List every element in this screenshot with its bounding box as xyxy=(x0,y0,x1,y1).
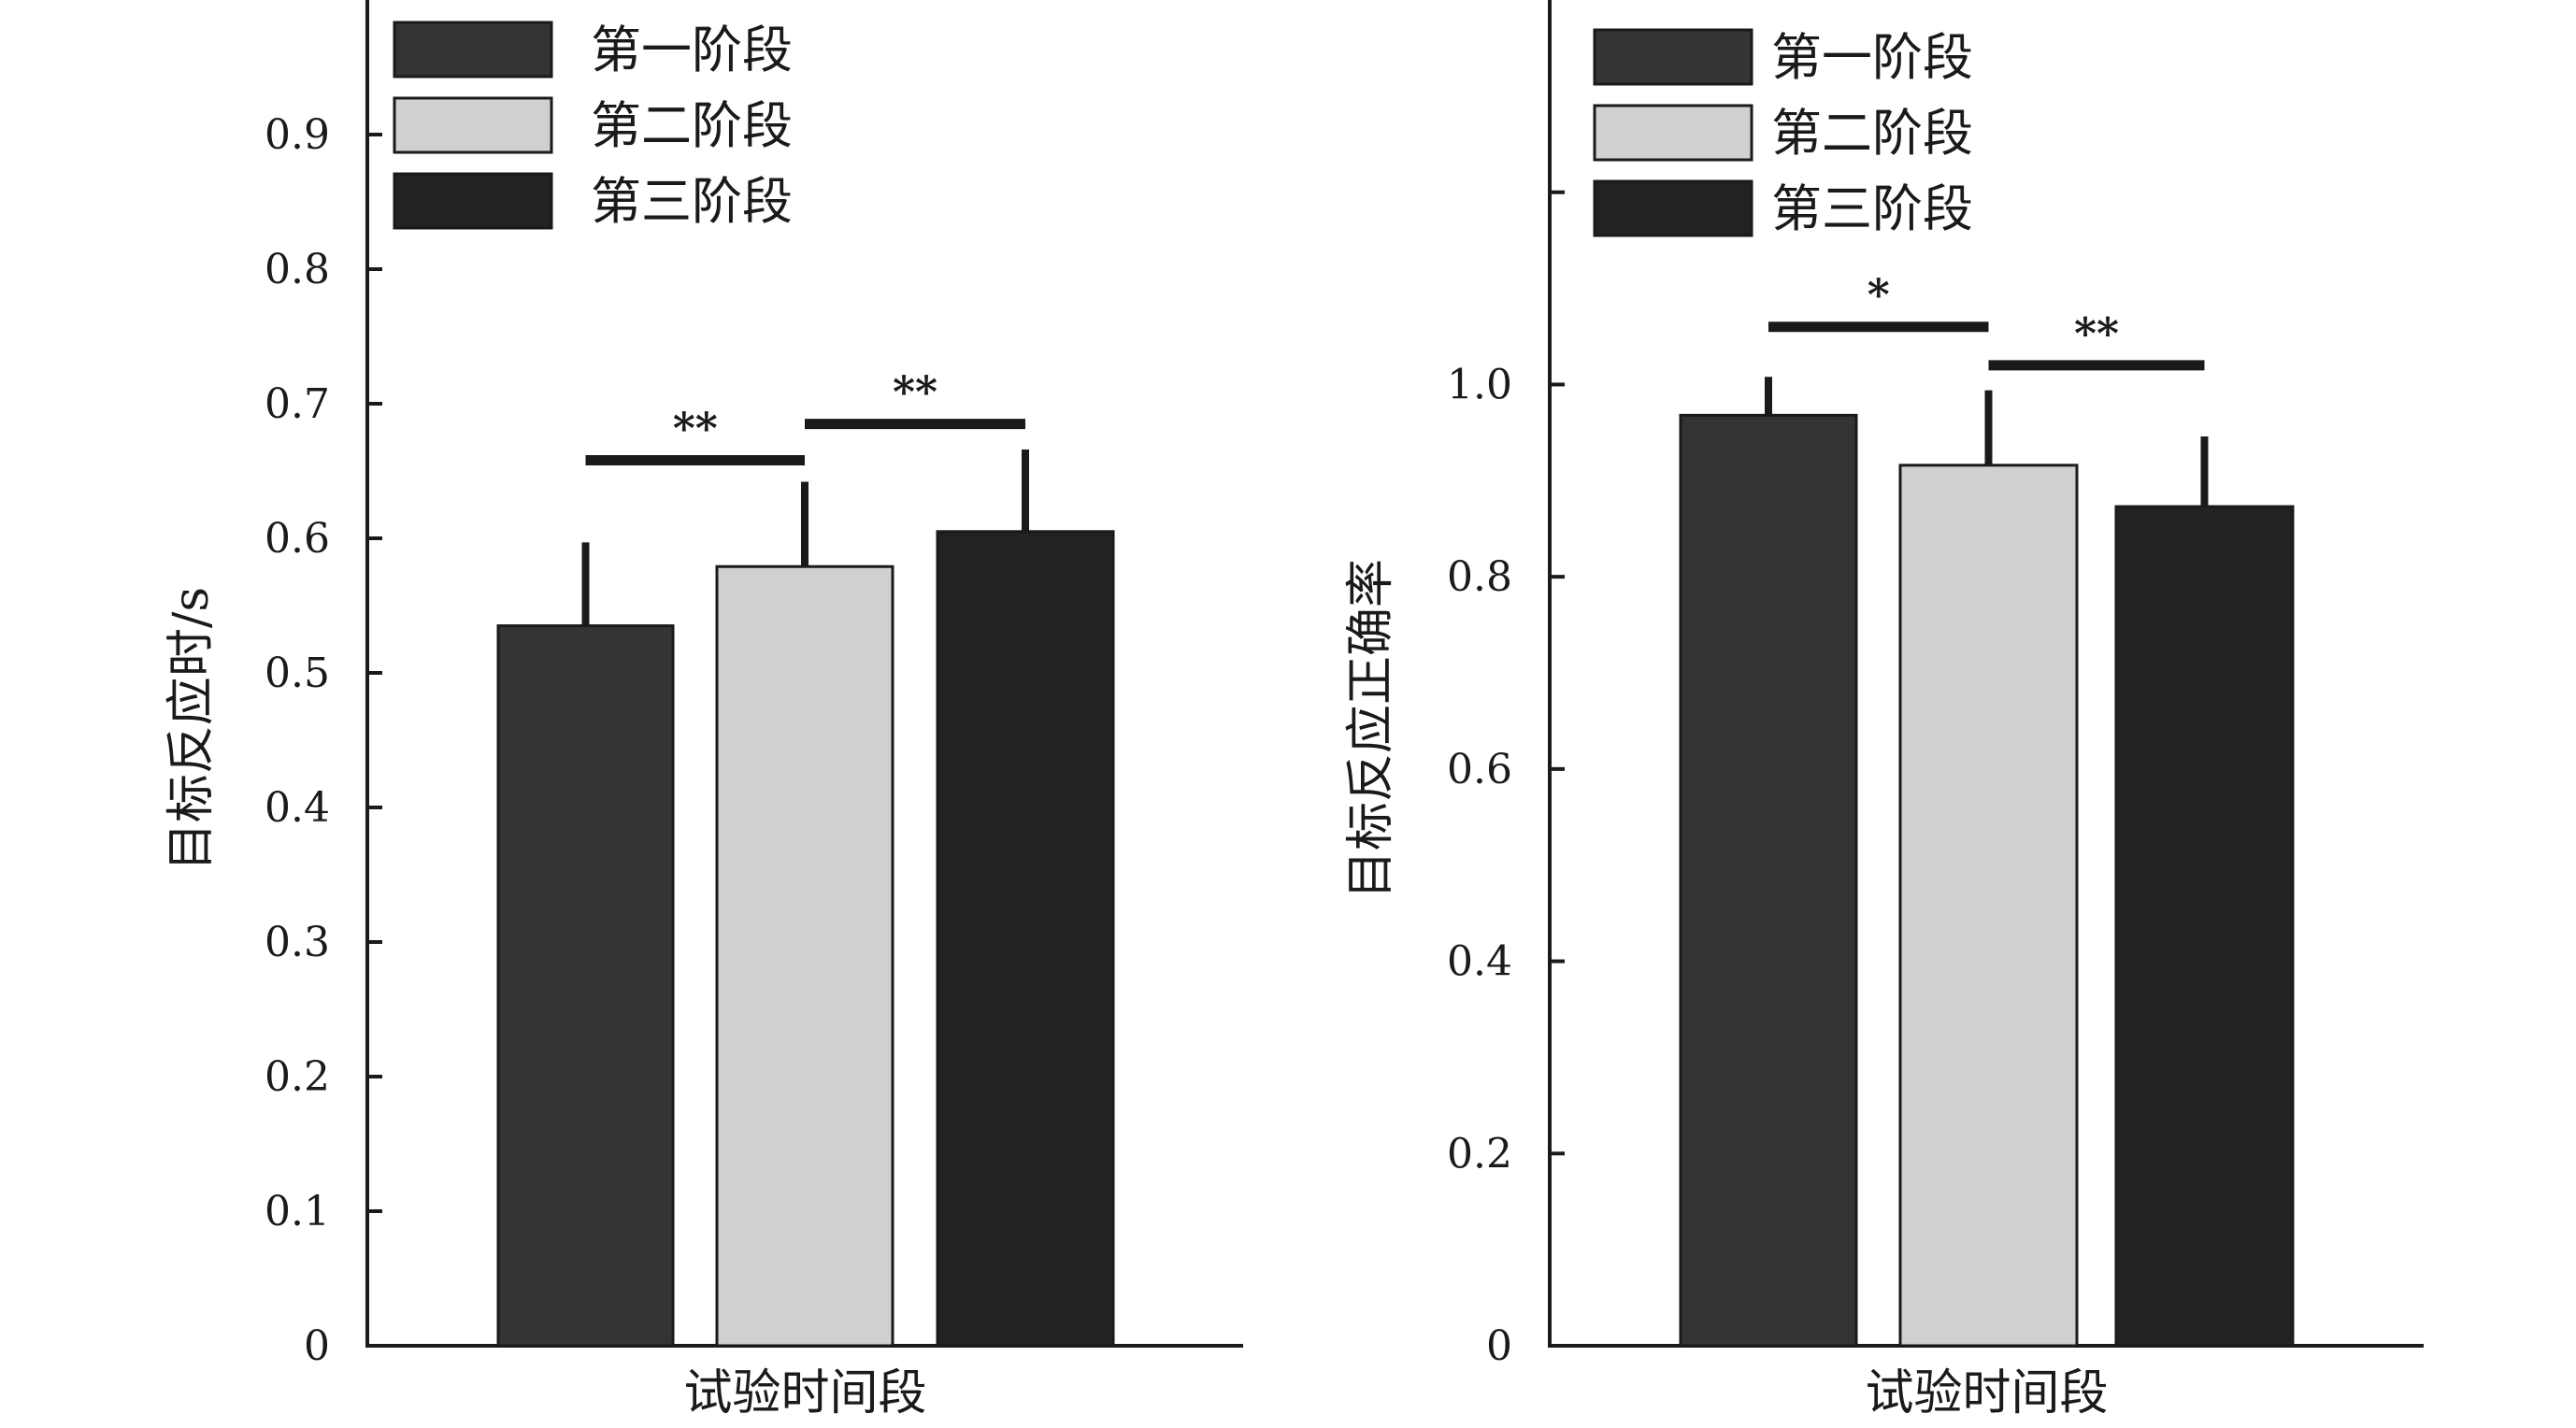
y-tick-label: 0.2 xyxy=(1447,1130,1512,1178)
bar xyxy=(1679,413,1858,1348)
significance-label: * xyxy=(1868,270,1890,321)
legend-swatch xyxy=(393,21,553,79)
significance-label: ** xyxy=(673,403,718,453)
legend-swatch xyxy=(1593,28,1753,86)
y-tick-label: 0.2 xyxy=(265,1053,330,1101)
legend-swatch xyxy=(393,96,553,154)
legend-label: 第二阶段 xyxy=(1771,104,1973,163)
accuracy-chart: 00.20.40.60.81.0***第一阶段第二阶段第三阶段目标反应正确率试验… xyxy=(1343,0,2424,1421)
x-axis-label: 试验时间段 xyxy=(1865,1365,2108,1421)
y-axis-label: 目标反应正确率 xyxy=(1343,559,1399,899)
legend-swatch xyxy=(1593,179,1753,237)
bar xyxy=(496,624,675,1348)
legend-label: 第一阶段 xyxy=(1771,28,1973,87)
y-tick-label: 1.0 xyxy=(1447,361,1512,408)
y-tick-label: 0.9 xyxy=(265,111,330,159)
significance-label: ** xyxy=(893,367,937,418)
bar xyxy=(715,564,894,1348)
bar xyxy=(936,530,1115,1348)
y-tick-label: 0.8 xyxy=(265,246,330,293)
bar xyxy=(2114,505,2295,1348)
legend-swatch xyxy=(1593,104,1753,162)
legend-swatch xyxy=(393,172,553,230)
y-tick-label: 0.6 xyxy=(1447,746,1512,793)
legend-label: 第一阶段 xyxy=(591,21,793,79)
legend-label: 第三阶段 xyxy=(591,172,793,231)
y-tick-label: 0.7 xyxy=(265,380,330,428)
y-tick-label: 0.8 xyxy=(1447,553,1512,601)
y-tick-label: 0 xyxy=(304,1322,330,1370)
reaction-time-chart: 0 0.1 0.2 0.3 0.4 0.5 0.6 0.7 0.8 0.9 ** ** 第一阶段第二阶段… xyxy=(164,0,1243,1421)
y-axis-label: 目标反应时/s xyxy=(164,587,220,871)
y-tick-label: 0.6 xyxy=(265,515,330,563)
y-tick-label: 0.4 xyxy=(265,784,330,832)
y-tick-label: 0.3 xyxy=(265,919,330,966)
legend-label: 第三阶段 xyxy=(1771,179,1973,238)
y-tick-label: 0.1 xyxy=(265,1188,330,1235)
y-tick-label: 0 xyxy=(1486,1322,1512,1370)
legend-label: 第二阶段 xyxy=(591,96,793,155)
x-axis-label: 试验时间段 xyxy=(683,1365,926,1421)
significance-label: ** xyxy=(2074,308,2119,359)
y-tick-label: 0.4 xyxy=(1447,938,1512,986)
bar xyxy=(1898,464,2079,1348)
y-tick-label: 0.5 xyxy=(265,650,330,697)
